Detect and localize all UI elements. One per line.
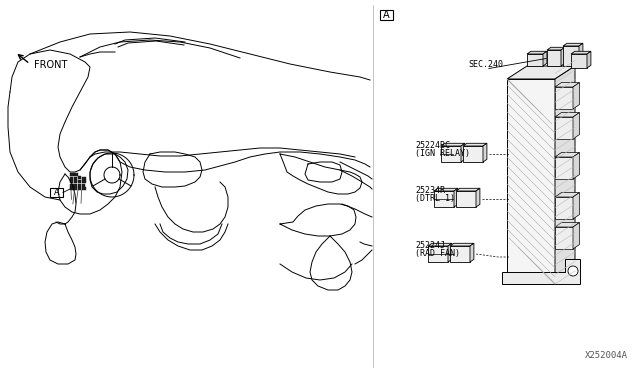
Text: X252004A: X252004A: [585, 351, 628, 360]
Text: A: A: [54, 188, 60, 197]
Polygon shape: [555, 222, 579, 227]
Bar: [74, 173, 78, 176]
Text: (DTRL 1): (DTRL 1): [415, 194, 455, 203]
Circle shape: [568, 266, 578, 276]
Bar: [82, 184, 85, 187]
Polygon shape: [555, 117, 573, 139]
Polygon shape: [547, 47, 565, 50]
Polygon shape: [448, 243, 452, 262]
Polygon shape: [571, 51, 591, 54]
Polygon shape: [573, 112, 579, 139]
Polygon shape: [461, 143, 465, 162]
Polygon shape: [573, 222, 579, 249]
Bar: [380, 10, 393, 20]
Polygon shape: [441, 143, 465, 146]
Polygon shape: [573, 83, 579, 109]
Text: (IGN RELAY): (IGN RELAY): [415, 149, 470, 158]
Bar: [78, 184, 81, 187]
Polygon shape: [555, 83, 579, 87]
Polygon shape: [463, 143, 487, 146]
Text: FRONT: FRONT: [34, 60, 67, 70]
Bar: [77, 187, 81, 190]
Bar: [70, 184, 74, 187]
Polygon shape: [428, 246, 448, 262]
Bar: [74, 177, 77, 180]
Polygon shape: [456, 191, 476, 207]
Polygon shape: [573, 192, 579, 219]
Polygon shape: [573, 153, 579, 179]
Bar: [77, 176, 81, 179]
Polygon shape: [507, 66, 575, 79]
Bar: [70, 186, 74, 190]
Polygon shape: [450, 246, 470, 262]
Text: A: A: [383, 10, 390, 20]
Bar: [70, 180, 73, 183]
Polygon shape: [454, 188, 458, 207]
Bar: [82, 177, 86, 180]
Bar: [50, 188, 63, 197]
Bar: [74, 180, 77, 183]
Polygon shape: [555, 192, 579, 197]
Text: 25224J: 25224J: [415, 241, 445, 250]
Polygon shape: [483, 143, 487, 162]
Bar: [70, 177, 74, 180]
Bar: [82, 187, 86, 190]
Polygon shape: [555, 112, 579, 117]
Polygon shape: [441, 146, 461, 162]
Polygon shape: [571, 54, 587, 68]
Bar: [74, 184, 77, 187]
Polygon shape: [555, 157, 573, 179]
Polygon shape: [555, 227, 573, 249]
Bar: [78, 180, 81, 183]
Polygon shape: [587, 51, 591, 68]
Polygon shape: [555, 66, 575, 284]
Polygon shape: [507, 79, 555, 284]
Polygon shape: [434, 191, 454, 207]
Polygon shape: [463, 146, 483, 162]
Polygon shape: [543, 51, 547, 66]
Polygon shape: [579, 43, 583, 66]
Polygon shape: [470, 243, 474, 262]
Text: (RAD FAN): (RAD FAN): [415, 249, 460, 258]
Polygon shape: [563, 46, 579, 66]
Polygon shape: [547, 50, 561, 66]
Text: 25234R: 25234R: [415, 186, 445, 195]
Polygon shape: [456, 188, 480, 191]
Bar: [70, 173, 74, 176]
Bar: [74, 187, 77, 190]
Polygon shape: [502, 259, 580, 284]
Polygon shape: [555, 87, 573, 109]
Polygon shape: [428, 243, 452, 246]
Polygon shape: [450, 243, 474, 246]
Bar: [83, 180, 86, 183]
Polygon shape: [434, 188, 458, 191]
Polygon shape: [527, 51, 547, 54]
Polygon shape: [561, 47, 565, 66]
Polygon shape: [555, 197, 573, 219]
Polygon shape: [476, 188, 480, 207]
Polygon shape: [563, 43, 583, 46]
Text: 25224BC: 25224BC: [415, 141, 450, 150]
Polygon shape: [555, 153, 579, 157]
Polygon shape: [527, 54, 543, 66]
Text: SEC.240: SEC.240: [468, 60, 503, 69]
